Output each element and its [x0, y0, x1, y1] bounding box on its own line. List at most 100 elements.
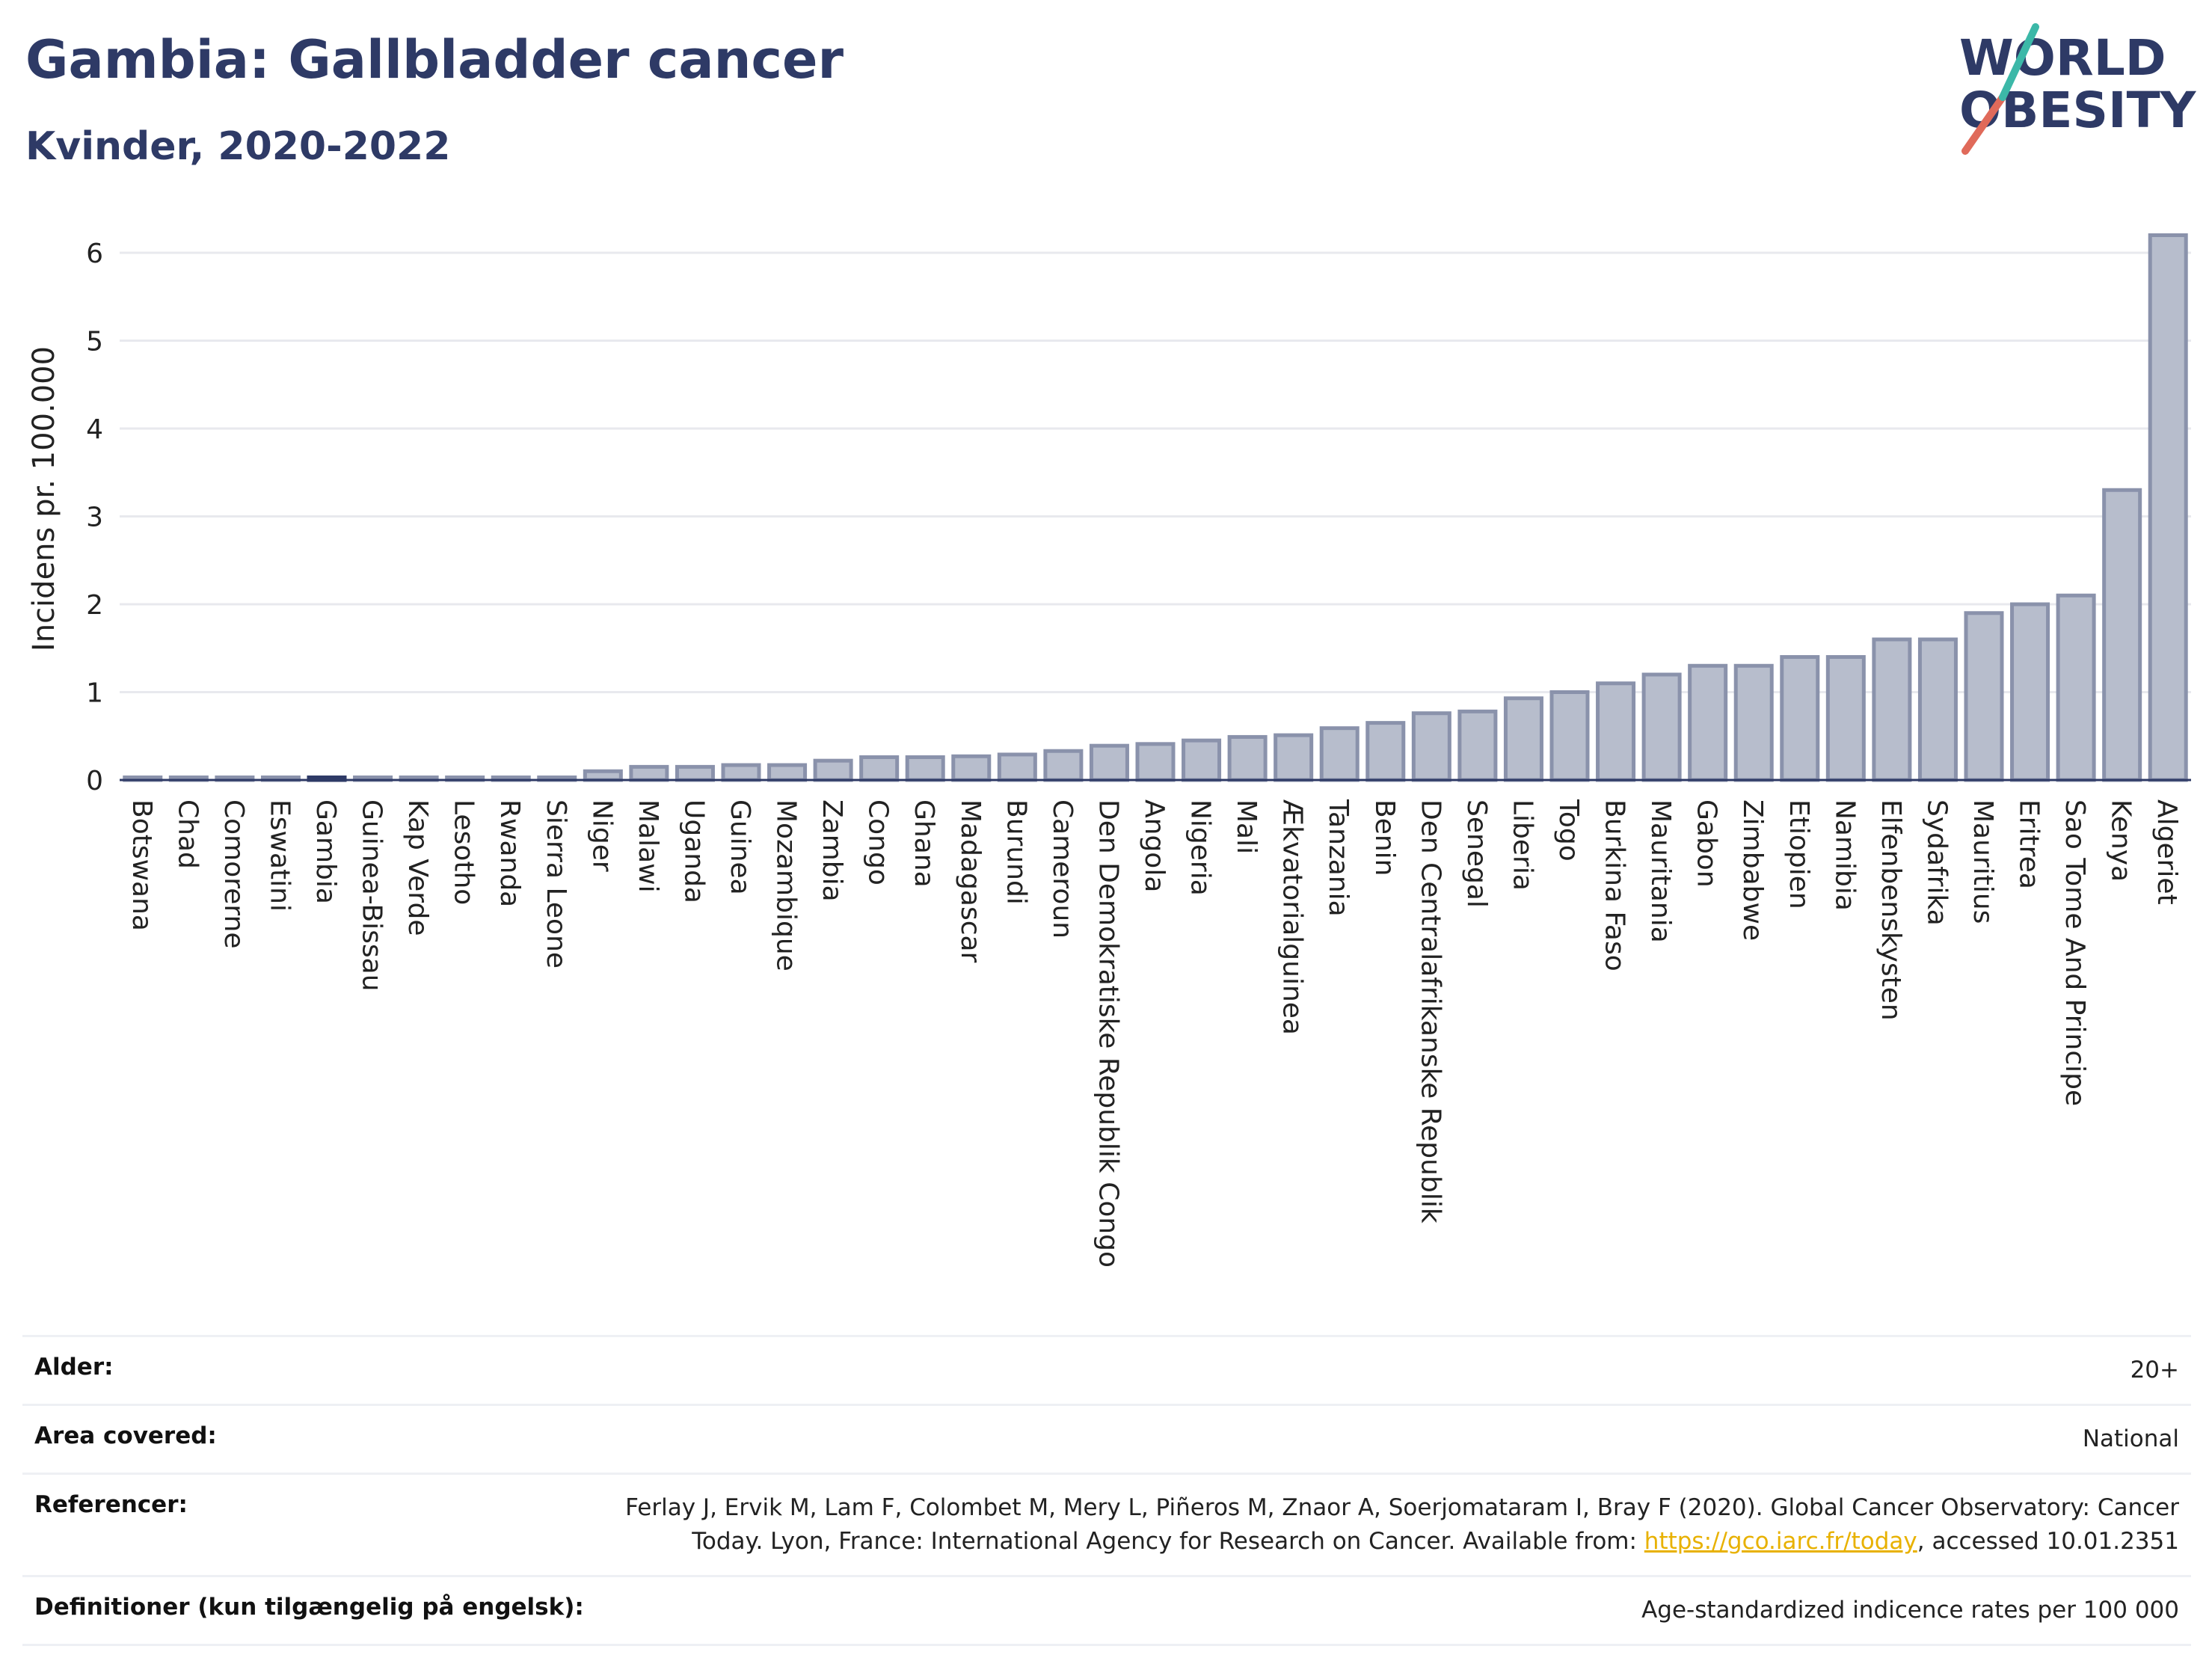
y-tick-label: 5: [86, 327, 103, 357]
x-tick-label: Burundi: [1001, 799, 1031, 905]
y-tick-label: 6: [86, 239, 103, 269]
logo-slash-teal: [1999, 23, 2039, 101]
bar-liberia: [1503, 696, 1543, 782]
x-tick-label: Ækvatorialguinea: [1277, 799, 1308, 1035]
x-tick-label: Mauritania: [1645, 799, 1676, 943]
bar-zambia: [813, 758, 853, 782]
bar-den-demokratiske-republik-congo: [1089, 743, 1129, 782]
reference-accessed: , accessed 10.01.2351: [1917, 1527, 2179, 1555]
x-tick-label: Kenya: [2106, 799, 2136, 882]
meta-label-definitions: Definitioner (kun tilgængelig på engelsk…: [34, 1593, 584, 1621]
chart-title: Gambia: Gallbladder cancer: [25, 29, 844, 90]
bar-elfenbenskysten: [1872, 637, 1912, 782]
bar-nigeria: [1182, 738, 1222, 782]
bar-ghana: [905, 755, 945, 782]
bar-niger: [583, 769, 623, 782]
y-tick-label: 3: [86, 503, 103, 533]
gridlines: [120, 251, 2191, 693]
bar-kenya: [2102, 488, 2142, 782]
x-tick-label: Nigeria: [1185, 799, 1216, 896]
meta-row-definitions: Definitioner (kun tilgængelig på engelsk…: [22, 1574, 2191, 1646]
x-tick-label: Mali: [1231, 799, 1262, 854]
x-tick-label: Kap Verde: [402, 799, 433, 936]
bar-uganda: [675, 764, 715, 782]
bar-benin: [1365, 721, 1406, 782]
x-tick-label: Sao Tome And Principe: [2059, 799, 2090, 1106]
x-tick-label: Madagascar: [955, 799, 986, 963]
bar-etiopien: [1780, 655, 1820, 782]
x-tick-label: Botswana: [126, 799, 157, 931]
bar-sao-tome-and-principe: [2056, 593, 2096, 782]
y-axis-label: Incidens pr. 100.000: [27, 346, 61, 651]
x-tick-label: Mauritius: [1967, 799, 1998, 924]
meta-value-age: 20+: [2130, 1357, 2179, 1384]
x-tick-label: Niger: [586, 799, 617, 872]
y-axis-ticks: 0 1 2 3 4 5 6: [86, 239, 103, 796]
x-tick-label: Chad: [172, 799, 203, 869]
bar-chart: 0 1 2 3 4 5 6 Botswana Chad Comorerne Eswatini Gam…: [27, 233, 2191, 1268]
logo-slash-red: [1961, 93, 2006, 155]
bar-mauritania: [1641, 672, 1682, 782]
bar-madagascar: [951, 754, 992, 782]
bar-tanzania: [1319, 726, 1360, 782]
bar-guinea: [721, 763, 761, 782]
x-tick-label: Etiopien: [1784, 799, 1814, 909]
reference-text: Ferlay J, Ervik M, Lam F, Colombet M, Me…: [625, 1493, 2179, 1555]
y-tick-label: 1: [86, 678, 103, 709]
bar-mozambique: [767, 763, 808, 782]
x-tick-label: Togo: [1553, 799, 1584, 862]
bar-zimbabwe: [1733, 663, 1774, 782]
bar-burundi: [997, 752, 1037, 782]
logo-line2: OBESITY: [1959, 82, 2197, 139]
bar-mali: [1227, 734, 1268, 782]
bar-mauritius: [1964, 611, 2004, 782]
y-tick-label: 4: [86, 414, 103, 445]
x-tick-label: Gabon: [1692, 799, 1722, 888]
meta-row-age: Alder: 20+: [22, 1335, 2191, 1404]
x-tick-label: Tanzania: [1323, 799, 1354, 917]
x-tick-label: Malawi: [633, 799, 663, 893]
x-tick-label: Rwanda: [494, 799, 525, 907]
bar-senegal: [1457, 709, 1498, 782]
bar-congo: [859, 755, 900, 782]
x-tick-label: Eritrea: [2014, 799, 2044, 889]
meta-value-area: National: [2082, 1425, 2179, 1452]
x-tick-label: Comorerne: [218, 799, 249, 949]
bar-sydafrika: [1917, 637, 1958, 782]
x-tick-label: Zambia: [817, 799, 847, 902]
x-tick-label: Den Centralafrikanske Republik: [1415, 799, 1446, 1223]
meta-value-definitions: Age-standardized indicence rates per 100…: [1641, 1596, 2179, 1624]
x-tick-label: Mozambique: [771, 799, 802, 971]
x-tick-label: Angola: [1139, 799, 1170, 892]
world-obesity-logo: WORLD OBESITY: [1959, 23, 2197, 155]
meta-label-age: Alder:: [34, 1354, 114, 1381]
y-tick-label: 2: [86, 590, 103, 621]
meta-label-references: Referencer:: [34, 1490, 188, 1518]
x-tick-label: Algeriet: [2151, 799, 2182, 905]
x-tick-label: Guinea: [725, 799, 755, 895]
bar-ækvatorialguinea: [1274, 733, 1314, 782]
x-tick-label: Eswatini: [264, 799, 295, 912]
y-tick-label: 0: [86, 766, 103, 796]
bar-gabon: [1688, 663, 1728, 782]
x-tick-label: Cameroun: [1047, 799, 1078, 939]
x-tick-label: Liberia: [1507, 799, 1537, 891]
bar-burkina-faso: [1596, 681, 1636, 782]
x-tick-label: Zimbabwe: [1737, 799, 1768, 941]
metadata-table: Alder: 20+ Area covered: National Refere…: [22, 1335, 2191, 1646]
meta-value-references: Ferlay J, Ervik M, Lam F, Colombet M, Me…: [624, 1491, 2179, 1559]
meta-row-references: Referencer: Ferlay J, Ervik M, Lam F, Co…: [22, 1472, 2191, 1575]
x-axis-labels: Botswana Chad Comorerne Eswatini Gambia Guine…: [126, 799, 2182, 1268]
bar-algeriet: [2148, 233, 2188, 782]
x-tick-label: Benin: [1369, 799, 1400, 876]
bars: [123, 233, 2188, 782]
x-tick-label: Sierra Leone: [541, 799, 571, 968]
logo-line1: WORLD: [1959, 29, 2166, 87]
bar-angola: [1135, 742, 1176, 782]
x-tick-label: Burkina Faso: [1600, 799, 1630, 971]
x-tick-label: Guinea-Bissau: [357, 799, 387, 992]
bar-malawi: [629, 764, 669, 782]
chart-subtitle: Kvinder, 2020-2022: [25, 124, 451, 169]
reference-link[interactable]: https://gco.iarc.fr/today: [1644, 1527, 1917, 1555]
x-tick-label: Den Demokratiske Republik Congo: [1093, 799, 1123, 1268]
